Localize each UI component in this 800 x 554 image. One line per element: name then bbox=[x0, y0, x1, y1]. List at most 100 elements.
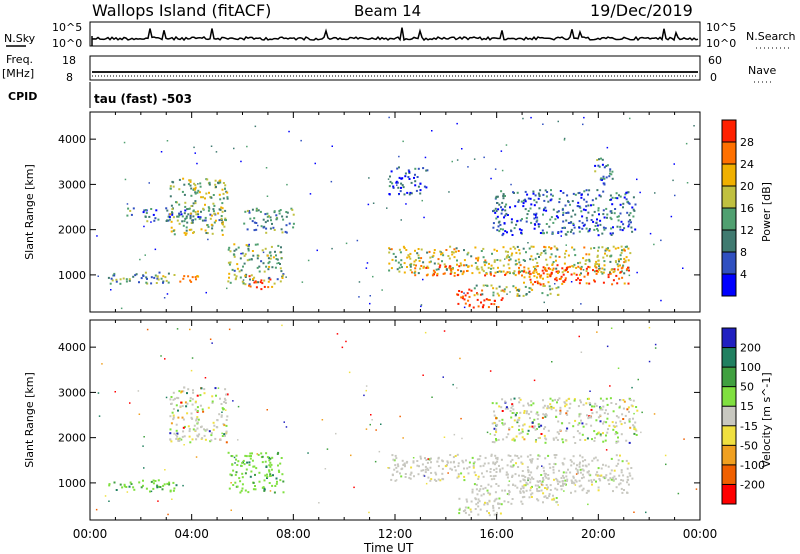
echo-cell bbox=[449, 245, 452, 248]
echo-cell bbox=[526, 193, 529, 196]
echo-cell bbox=[542, 209, 545, 212]
echo-cell bbox=[194, 211, 197, 213]
echo-cell bbox=[191, 438, 194, 441]
echo-cell bbox=[455, 250, 457, 253]
echo-cell bbox=[498, 497, 501, 500]
echo-cell bbox=[171, 213, 174, 216]
echo-cell bbox=[227, 280, 230, 283]
echo-cell bbox=[597, 431, 600, 434]
noise-cell bbox=[97, 392, 100, 394]
noise-cell bbox=[443, 330, 446, 332]
time-x-axis: 00:00 04:00 08:00 12:00 16:00 20:00 00:00 bbox=[73, 527, 718, 541]
echo-cell bbox=[609, 255, 612, 258]
noise-cell bbox=[190, 369, 193, 372]
echo-cell bbox=[587, 204, 590, 207]
echo-cell bbox=[614, 477, 617, 480]
echo-cell bbox=[603, 177, 606, 180]
echo-cell bbox=[553, 245, 556, 248]
echo-cell bbox=[263, 487, 266, 490]
noise-cell bbox=[682, 267, 684, 269]
echo-cell bbox=[492, 267, 495, 270]
echo-cell bbox=[227, 261, 230, 264]
echo-cell bbox=[542, 284, 545, 287]
echo-cell bbox=[182, 224, 185, 227]
echo-cell bbox=[540, 433, 543, 435]
echo-cell bbox=[591, 438, 593, 441]
echo-cell bbox=[545, 258, 548, 261]
echo-cell bbox=[577, 265, 580, 268]
echo-cell bbox=[573, 248, 576, 251]
freq-frame bbox=[89, 55, 701, 81]
echo-cell bbox=[607, 273, 610, 276]
noise-cell bbox=[285, 426, 288, 428]
echo-cell bbox=[453, 465, 456, 468]
echo-cell bbox=[579, 206, 582, 209]
echo-cell bbox=[585, 205, 588, 208]
noise-cell bbox=[402, 140, 404, 143]
echo-cell bbox=[581, 456, 584, 459]
noise-cell bbox=[665, 463, 667, 466]
echo-cell bbox=[195, 417, 198, 420]
echo-cell bbox=[496, 271, 499, 273]
echo-cell bbox=[169, 213, 172, 216]
echo-cell bbox=[424, 465, 427, 468]
echo-cell bbox=[522, 205, 525, 208]
echo-cell bbox=[157, 485, 160, 488]
echo-cell bbox=[506, 493, 509, 495]
echo-cell bbox=[473, 287, 476, 290]
echo-cell bbox=[605, 248, 608, 251]
echo-cell bbox=[226, 393, 229, 396]
echo-cell bbox=[485, 470, 488, 473]
echo-cell bbox=[258, 480, 261, 483]
echo-cell bbox=[497, 306, 500, 308]
echo-cell bbox=[501, 467, 504, 470]
echo-cell bbox=[606, 412, 609, 415]
echo-cell bbox=[457, 465, 460, 468]
echo-cell bbox=[551, 231, 554, 234]
echo-cell bbox=[527, 272, 530, 274]
echo-cell bbox=[282, 480, 285, 483]
echo-cell bbox=[458, 512, 461, 515]
echo-cell bbox=[632, 399, 635, 402]
echo-cell bbox=[456, 476, 459, 479]
echo-cell bbox=[244, 283, 247, 286]
echo-cell bbox=[272, 256, 275, 259]
echo-cell bbox=[578, 230, 581, 233]
echo-cell bbox=[494, 474, 497, 477]
echo-cell bbox=[577, 277, 579, 280]
freq-panel: Freq. [MHz] 18 8 60 0 Nave bbox=[2, 53, 776, 84]
echo-cell bbox=[508, 428, 511, 431]
echo-cell bbox=[556, 480, 559, 483]
noise-cell bbox=[365, 267, 368, 269]
echo-cell bbox=[560, 277, 562, 280]
noise-cell bbox=[262, 251, 265, 254]
noise-cell bbox=[240, 252, 242, 255]
echo-cell bbox=[182, 277, 185, 280]
echo-cell bbox=[197, 210, 199, 213]
colorbar-tick-label: 24 bbox=[740, 158, 754, 171]
echo-cell bbox=[522, 270, 525, 273]
echo-cell bbox=[496, 458, 499, 461]
echo-cell bbox=[484, 456, 487, 459]
echo-cell bbox=[530, 400, 533, 403]
echo-cell bbox=[470, 264, 473, 267]
noise-cell bbox=[420, 305, 422, 308]
echo-cell bbox=[504, 273, 507, 276]
noise-cell bbox=[533, 379, 536, 382]
echo-cell bbox=[632, 424, 635, 427]
echo-cell bbox=[398, 176, 401, 179]
echo-cell bbox=[542, 213, 544, 216]
echo-cell bbox=[170, 396, 173, 398]
echo-cell bbox=[177, 215, 180, 218]
echo-cell bbox=[495, 287, 498, 290]
echo-cell bbox=[536, 498, 539, 501]
echo-cell bbox=[150, 276, 153, 279]
echo-cell bbox=[389, 180, 392, 183]
noise-cell bbox=[398, 155, 400, 158]
echo-cell bbox=[503, 423, 506, 426]
noise-cell bbox=[606, 146, 609, 149]
echo-cell bbox=[429, 466, 432, 469]
echo-cell bbox=[468, 461, 471, 464]
echo-cell bbox=[515, 435, 518, 438]
